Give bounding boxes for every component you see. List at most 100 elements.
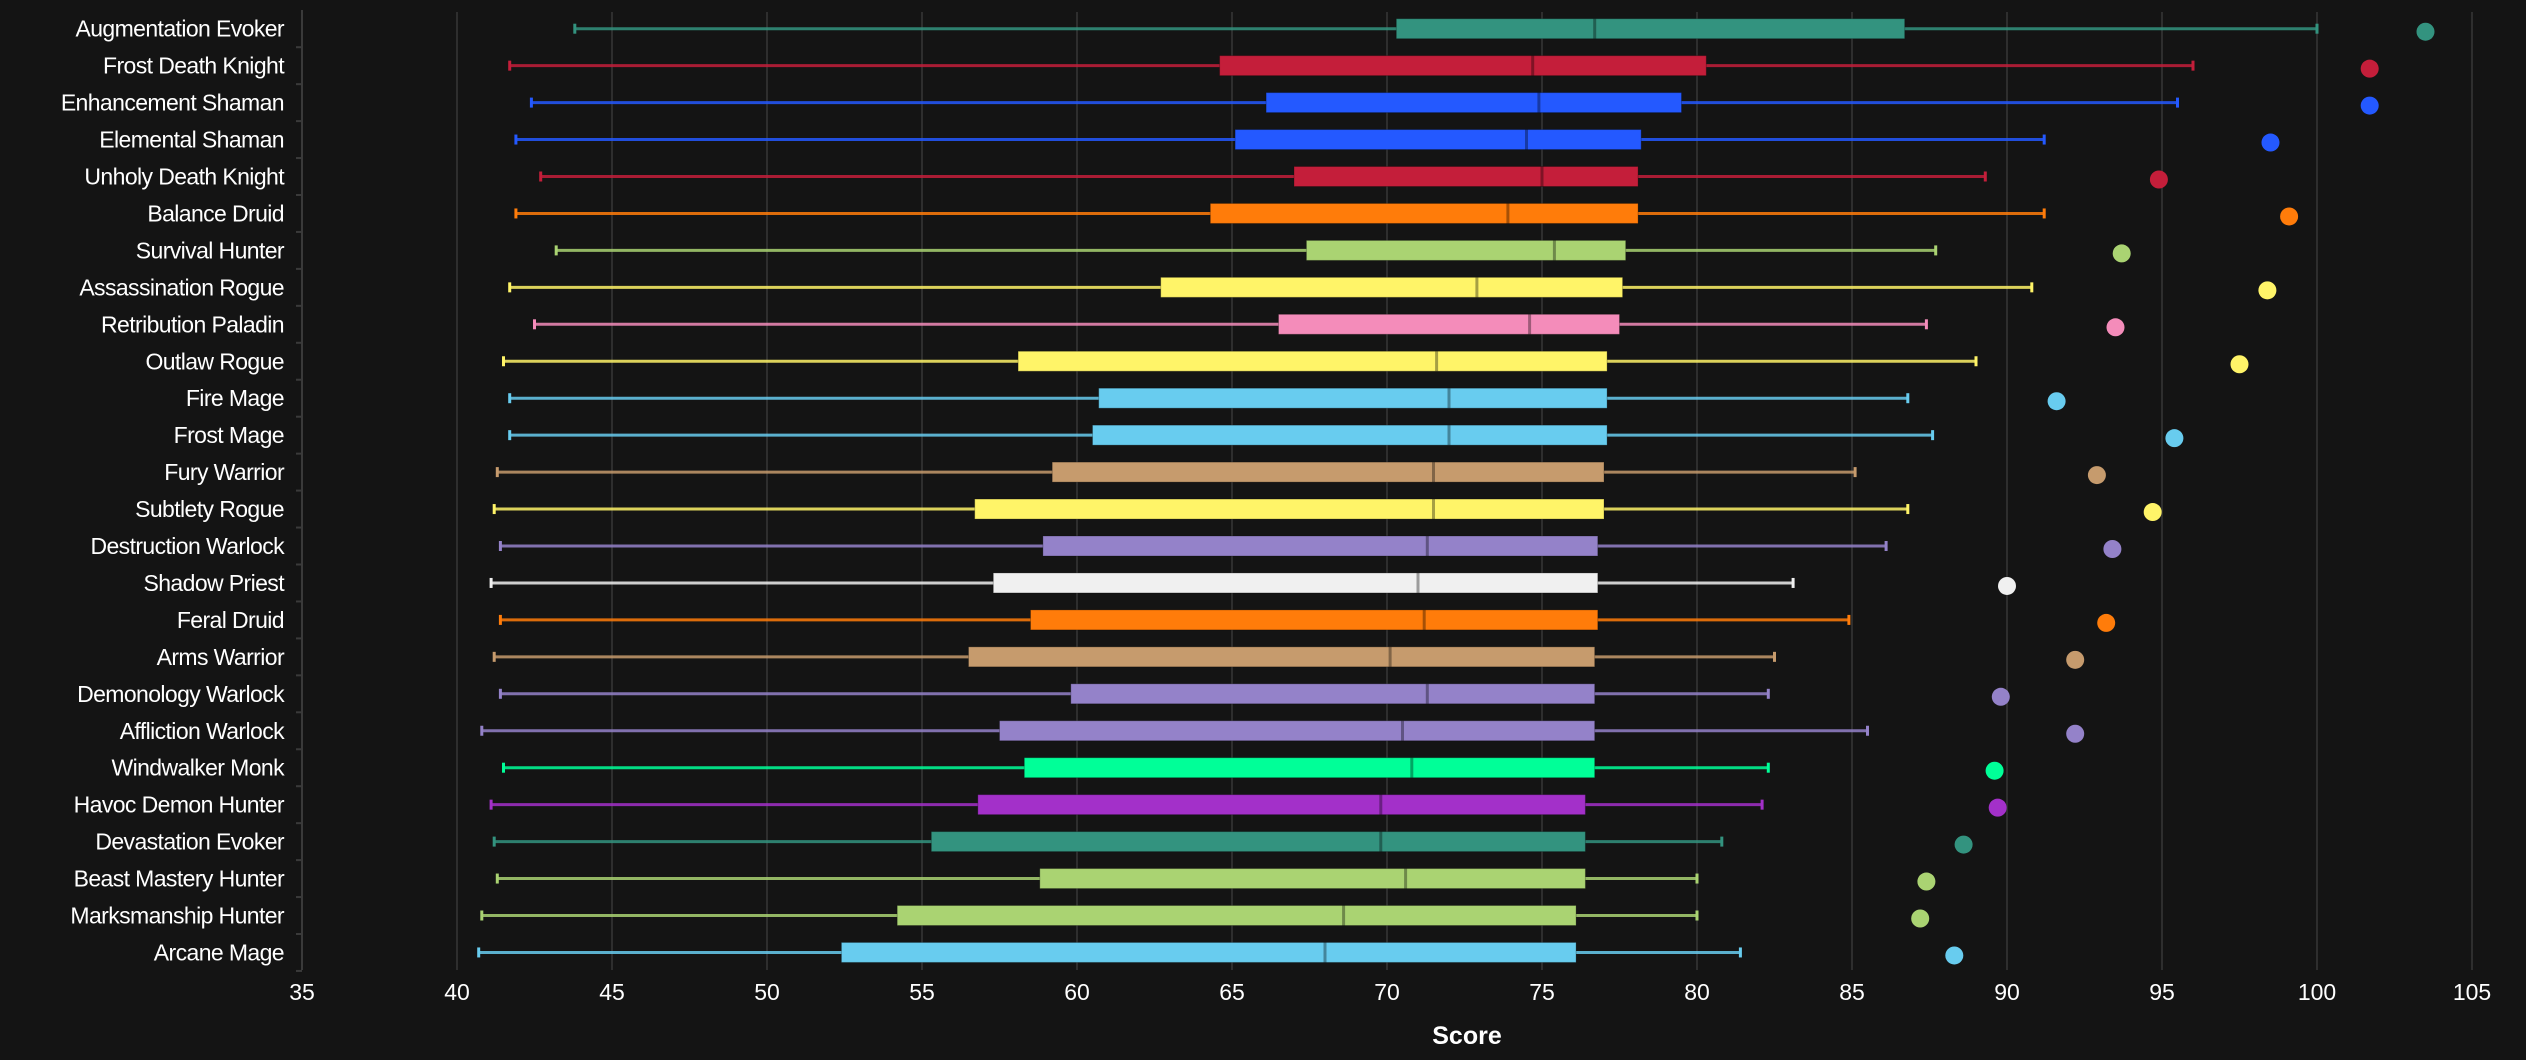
spec-row: Balance Druid — [147, 200, 2299, 233]
x-tick-label: 60 — [1064, 979, 1090, 1005]
spec-row: Havoc Demon Hunter — [74, 792, 2007, 825]
max-point-dot — [1998, 576, 2016, 595]
iqr-box — [1265, 92, 1682, 114]
iqr-box — [999, 720, 1596, 742]
iqr-box — [1023, 757, 1596, 779]
spec-row: Arcane Mage — [154, 939, 1964, 972]
iqr-box — [1042, 535, 1599, 557]
iqr-box — [1293, 166, 1639, 187]
max-point-dot — [2087, 466, 2106, 485]
max-point-dot — [2097, 613, 2116, 632]
max-point-dot — [2106, 318, 2125, 337]
spec-row: Elemental Shaman — [99, 127, 2280, 160]
spec-row: Enhancement Shaman — [61, 90, 2379, 123]
max-point-dot — [1917, 872, 1936, 891]
iqr-box — [1070, 683, 1596, 705]
spec-row: Beast Mastery Hunter — [74, 866, 1936, 899]
spec-label: Shadow Priest — [144, 570, 286, 596]
spec-row: Shadow Priest — [144, 570, 2016, 603]
iqr-box — [1278, 313, 1620, 335]
spec-row: Frost Mage — [174, 422, 2184, 455]
spec-row: Retribution Paladin — [101, 311, 2125, 344]
iqr-box — [1305, 239, 1627, 261]
x-tick-label: 70 — [1374, 979, 1400, 1005]
max-point-dot — [1988, 798, 2007, 817]
iqr-box — [1160, 276, 1624, 298]
spec-label: Devastation Evoker — [95, 829, 285, 855]
spec-label: Feral Druid — [177, 607, 284, 633]
max-point-dot — [2047, 392, 2066, 411]
iqr-box — [1098, 387, 1608, 409]
max-point-dot — [1954, 835, 1973, 854]
spec-label: Arcane Mage — [154, 939, 284, 965]
spec-label: Windwalker Monk — [112, 755, 286, 781]
spec-label: Outlaw Rogue — [145, 348, 284, 374]
spec-row: Demonology Warlock — [77, 681, 2010, 714]
max-point-dot — [2261, 133, 2280, 152]
x-tick-label: 65 — [1219, 979, 1245, 1005]
spec-row: Devastation Evoker — [95, 829, 1973, 862]
max-point-dot — [2103, 540, 2122, 558]
spec-row: Affliction Warlock — [120, 718, 2085, 751]
max-point-dot — [2066, 724, 2085, 743]
spec-label: Beast Mastery Hunter — [74, 866, 285, 892]
spec-row: Fury Warrior — [164, 459, 2106, 492]
iqr-box — [1209, 202, 1639, 224]
spec-row: Subtlety Rogue — [135, 496, 2162, 529]
spec-label: Augmentation Evoker — [75, 16, 284, 42]
max-point-dot — [1945, 946, 1964, 965]
max-point-dot — [2360, 96, 2379, 115]
iqr-box — [974, 498, 1605, 520]
iqr-box — [896, 905, 1577, 926]
max-point-dot — [2143, 503, 2162, 522]
max-point-dot — [1991, 687, 2010, 706]
iqr-box — [1234, 129, 1642, 151]
max-point-dot — [2258, 281, 2277, 300]
spec-label: Retribution Paladin — [101, 311, 284, 337]
spec-label: Elemental Shaman — [99, 127, 284, 153]
spec-label: Destruction Warlock — [90, 533, 285, 559]
iqr-box — [968, 646, 1596, 668]
spec-label: Frost Death Knight — [103, 53, 285, 79]
spec-row: Feral Druid — [177, 607, 2116, 640]
spec-label: Fury Warrior — [164, 459, 285, 485]
x-axis-label: Score — [1432, 1022, 1502, 1050]
max-point-dot — [1911, 909, 1930, 928]
box-rows: Augmentation Evoker Frost Death Knight Enh… — [61, 16, 2435, 972]
spec-label: Assassination Rogue — [79, 274, 284, 300]
spec-label: Enhancement Shaman — [61, 90, 284, 116]
spec-row: Unholy Death Knight — [84, 164, 2168, 196]
spec-label: Affliction Warlock — [120, 718, 285, 744]
iqr-box — [930, 831, 1586, 853]
max-point-dot — [2416, 22, 2435, 41]
max-point-dot — [2360, 59, 2379, 78]
max-point-dot — [2280, 207, 2299, 226]
spec-row: Fire Mage — [186, 385, 2066, 418]
x-tick-label: 40 — [444, 979, 470, 1005]
spec-label: Subtlety Rogue — [135, 496, 284, 522]
spec-label: Unholy Death Knight — [84, 164, 285, 190]
x-tick-label: 75 — [1529, 979, 1555, 1005]
spec-label: Havoc Demon Hunter — [74, 792, 285, 818]
iqr-box — [992, 572, 1599, 594]
max-point-dot — [1985, 761, 2004, 780]
max-point-dot — [2066, 650, 2085, 669]
spec-label: Demonology Warlock — [77, 681, 285, 707]
x-tick-label: 90 — [1994, 979, 2020, 1005]
iqr-box — [977, 794, 1586, 816]
spec-label: Marksmanship Hunter — [70, 903, 285, 929]
gridlines — [456, 12, 2473, 970]
spec-row: Arms Warrior — [157, 644, 2085, 677]
iqr-box — [1219, 55, 1707, 77]
max-point-dot — [2165, 429, 2184, 448]
x-tick-label: 45 — [599, 979, 625, 1005]
spec-row: Frost Death Knight — [103, 53, 2379, 86]
iqr-box — [1092, 424, 1608, 446]
x-tick-label: 85 — [1839, 979, 1865, 1005]
x-tick-label: 100 — [2298, 979, 2336, 1005]
x-tick-label: 55 — [909, 979, 935, 1005]
iqr-box — [1039, 868, 1586, 890]
spec-label: Arms Warrior — [157, 644, 285, 670]
spec-row: Augmentation Evoker — [75, 16, 2435, 49]
